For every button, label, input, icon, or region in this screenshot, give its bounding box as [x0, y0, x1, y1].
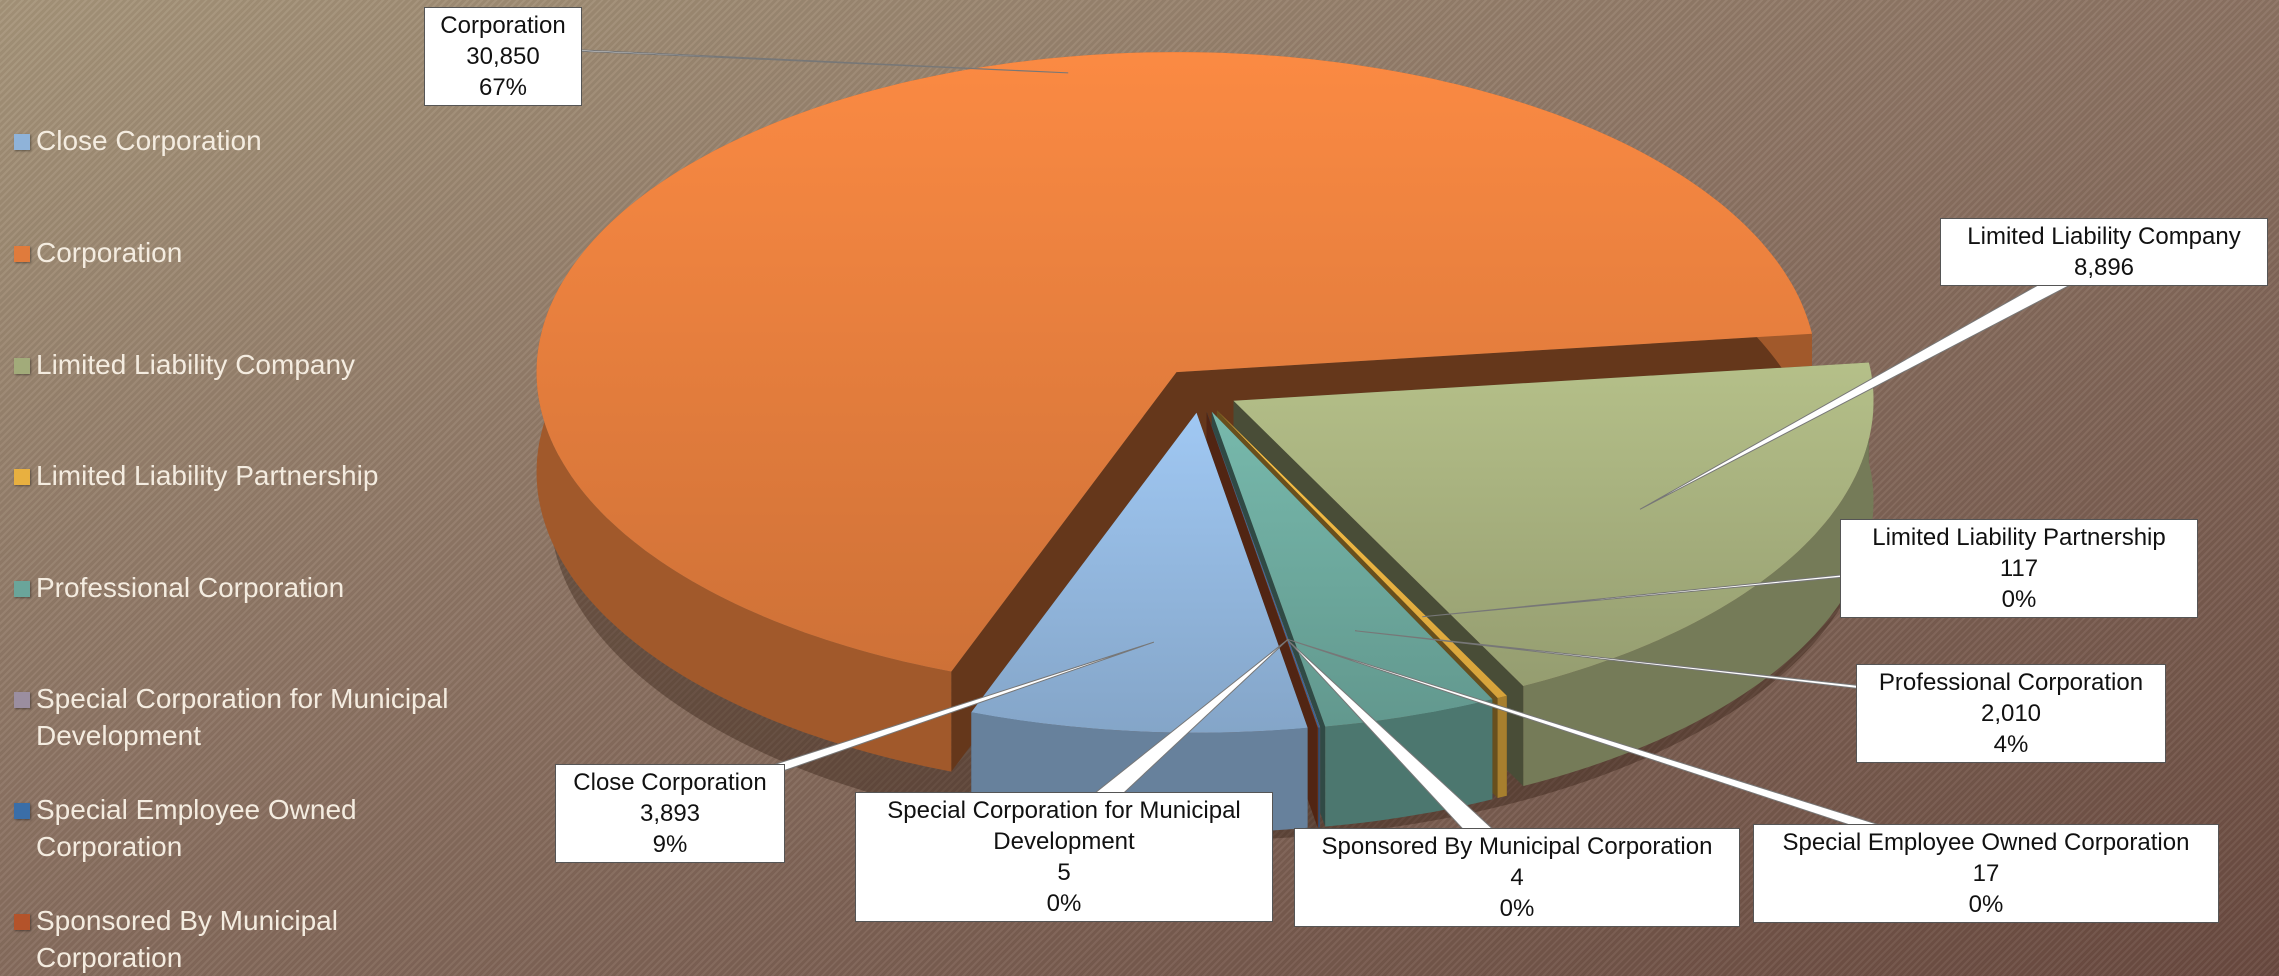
legend-item: Professional Corporation — [14, 569, 454, 606]
legend-swatch — [14, 803, 30, 819]
legend-swatch — [14, 469, 30, 485]
legend-swatch — [14, 246, 30, 262]
label-value: 3,893 — [639, 800, 701, 827]
label-value: 30,850 — [466, 43, 540, 70]
slice-wall — [1497, 695, 1507, 798]
label-value: 5 — [1057, 859, 1071, 886]
legend-label: Corporation — [36, 237, 183, 268]
legend-swatch — [14, 581, 30, 597]
slice-wall — [1318, 727, 1320, 828]
legend-item: Sponsored By Municipal Corporation — [14, 902, 454, 976]
label-category: Professional Corporation — [1878, 669, 2144, 696]
label-category: Sponsored By Municipal Corporation — [1321, 833, 1713, 860]
legend-swatch — [14, 914, 30, 930]
legend-label: Sponsored By Municipal Corporation — [36, 905, 338, 973]
legend-label: Special Corporation for Municipal Develo… — [36, 683, 449, 751]
label-value: 8,896 — [2073, 254, 2135, 281]
label-percent: 4% — [1993, 731, 2029, 758]
legend-swatch — [14, 358, 30, 374]
data-label: Close Corporation 3,893 9% — [555, 764, 785, 863]
label-category: Special Employee Owned Corporation — [1782, 829, 2190, 856]
slice — [1233, 362, 1874, 687]
slice — [1206, 412, 1320, 728]
label-percent: 67% — [478, 74, 528, 101]
data-label: Special Employee Owned Corporation 17 0% — [1753, 824, 2219, 923]
label-value: 4 — [1510, 864, 1524, 891]
label-percent: 9% — [652, 831, 688, 858]
label-value: 2,010 — [1980, 700, 2042, 727]
legend-item: Corporation — [14, 234, 454, 271]
label-category: Close Corporation — [573, 769, 767, 796]
label-category: Limited Liability Company — [1967, 223, 2241, 250]
slice — [971, 412, 1308, 733]
label-percent: 0% — [2001, 586, 2037, 613]
label-category: Special Corporation for Municipal Develo… — [887, 797, 1241, 855]
data-label: Sponsored By Municipal Corporation 4 0% — [1294, 828, 1740, 927]
legend-swatch — [14, 134, 30, 150]
data-label: Limited Liability Company 8,896 — [1940, 218, 2268, 286]
legend-label: Limited Liability Partnership — [36, 460, 379, 491]
legend-label: Professional Corporation — [36, 572, 345, 603]
legend-swatch — [14, 692, 30, 708]
data-label: Professional Corporation 2,010 4% — [1856, 664, 2166, 763]
legend-item: Special Corporation for Municipal Develo… — [14, 680, 454, 754]
label-percent: 0% — [1499, 895, 1535, 922]
legend-label: Limited Liability Company — [36, 349, 356, 380]
legend-label: Close Corporation — [36, 125, 262, 156]
label-percent: 0% — [1046, 890, 1082, 917]
slice — [1211, 411, 1493, 727]
label-value: 117 — [1999, 555, 2039, 582]
slice-wall — [1523, 362, 1874, 787]
label-percent: 0% — [1968, 891, 2004, 918]
slice — [1216, 410, 1507, 698]
legend-item: Close Corporation — [14, 122, 454, 159]
data-label: Special Corporation for Municipal Develo… — [855, 792, 1273, 922]
data-label: Corporation 30,850 67% — [424, 7, 582, 106]
slice — [1206, 412, 1321, 728]
label-category: Limited Liability Partnership — [1872, 524, 2166, 551]
slice — [1206, 412, 1319, 728]
slice — [536, 52, 1812, 672]
legend-item: Limited Liability Partnership — [14, 457, 454, 494]
label-category: Corporation — [440, 12, 566, 39]
legend-item: Limited Liability Company — [14, 346, 454, 383]
data-label: Limited Liability Partnership 117 0% — [1840, 519, 2198, 618]
label-value: 17 — [1972, 860, 2000, 887]
legend-label: Special Employee Owned Corporation — [36, 794, 357, 862]
legend-item: Special Employee Owned Corporation — [14, 791, 454, 865]
